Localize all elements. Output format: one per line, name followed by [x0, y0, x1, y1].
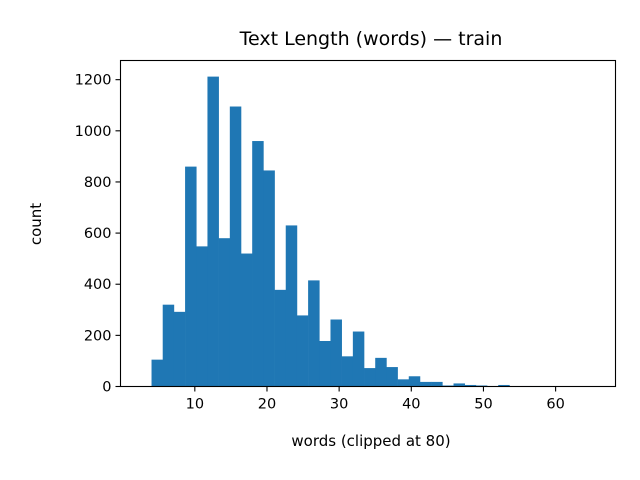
histogram-bar	[185, 166, 197, 387]
x-tick-label: 10	[186, 397, 204, 413]
plot-frame	[119, 59, 617, 388]
x-tick-label: 50	[474, 397, 492, 413]
x-ticks-group: 10 20 30 40 50 60	[186, 386, 565, 413]
y-tick-label: 1000	[75, 124, 112, 140]
histogram-bar	[453, 383, 465, 387]
histogram-bar	[386, 367, 398, 387]
histogram-bar	[218, 238, 231, 387]
histogram-bar	[196, 246, 208, 387]
x-axis-label: words (clipped at 80)	[291, 432, 450, 450]
histogram-bar	[274, 289, 287, 387]
x-tick-label: 20	[258, 397, 276, 413]
y-ticks-group: 0 200 400 600 800 1000 1200	[75, 73, 121, 396]
y-tick-label: 200	[84, 328, 112, 344]
histogram-bar	[252, 141, 264, 387]
y-tick-label: 1200	[75, 73, 112, 89]
histogram-bar	[319, 340, 331, 387]
histogram-bar	[352, 331, 365, 387]
histogram-bar	[464, 384, 477, 387]
histogram-bar	[207, 76, 219, 387]
histogram-bar	[241, 253, 253, 387]
x-tick-label: 40	[402, 397, 420, 413]
y-tick-label: 600	[84, 226, 112, 242]
y-axis-label: count	[27, 203, 45, 245]
chart-title: Text Length (words) — train	[239, 28, 503, 50]
histogram-bar	[173, 311, 186, 387]
y-tick-label: 0	[102, 380, 111, 396]
histogram-bar	[364, 368, 376, 387]
histogram-bar	[419, 381, 432, 387]
histogram-bar	[498, 384, 510, 387]
histogram-bar	[375, 357, 387, 387]
x-tick-label: 30	[330, 397, 348, 413]
histogram-bar	[263, 170, 275, 387]
x-tick-label: 60	[546, 397, 564, 413]
histogram-bar	[285, 225, 298, 387]
y-tick-label: 400	[84, 277, 112, 293]
histogram-bar	[151, 359, 164, 387]
bars-group	[151, 76, 600, 387]
histogram-bar	[330, 319, 342, 387]
histogram-bar	[308, 280, 320, 387]
histogram-bar	[431, 381, 443, 387]
histogram-bar	[397, 379, 410, 387]
histogram-bar	[296, 315, 309, 387]
histogram-bar	[162, 304, 175, 387]
histogram-bar	[229, 106, 242, 387]
y-tick-label: 800	[84, 175, 112, 191]
histogram-bar	[341, 356, 354, 387]
histogram-bar	[408, 376, 421, 387]
